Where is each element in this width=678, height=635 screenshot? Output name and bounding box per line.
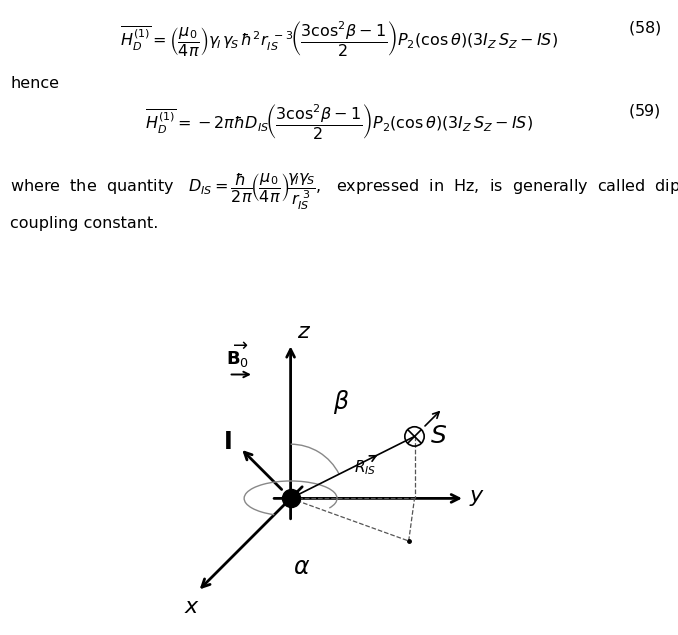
Text: $x$: $x$ bbox=[184, 597, 200, 617]
Text: $(58)$: $(58)$ bbox=[628, 19, 661, 37]
Text: where  the  quantity   $D_{IS} = \dfrac{\hbar}{2\pi}\!\left(\dfrac{\mu_0}{4\pi}\: where the quantity $D_{IS} = \dfrac{\hba… bbox=[10, 171, 678, 211]
Text: $y$: $y$ bbox=[468, 488, 485, 509]
Text: hence: hence bbox=[10, 76, 59, 91]
Text: $z$: $z$ bbox=[297, 321, 311, 342]
Text: $\overline{H_{D}^{(1)}} = \left(\dfrac{\mu_0}{4\pi}\right)\gamma_{\!I}\,\gamma_{: $\overline{H_{D}^{(1)}} = \left(\dfrac{\… bbox=[120, 19, 558, 58]
Text: $(59)$: $(59)$ bbox=[629, 102, 661, 119]
Text: coupling constant.: coupling constant. bbox=[10, 216, 159, 231]
Text: $R_{IS}$: $R_{IS}$ bbox=[355, 458, 377, 477]
Text: $\mathbf{I}$: $\mathbf{I}$ bbox=[223, 431, 231, 454]
Text: $\overrightarrow{\mathbf{B}_{0}}$: $\overrightarrow{\mathbf{B}_{0}}$ bbox=[226, 340, 249, 370]
Text: $\alpha$: $\alpha$ bbox=[292, 555, 310, 579]
Text: $\beta$: $\beta$ bbox=[333, 389, 350, 417]
Text: $\overline{H_{D}^{(1)}} = -2\pi\hbar D_{IS}\!\left(\dfrac{3\cos^2\!\beta - 1}{2}: $\overline{H_{D}^{(1)}} = -2\pi\hbar D_{… bbox=[145, 102, 533, 140]
Text: $S$: $S$ bbox=[430, 424, 447, 448]
